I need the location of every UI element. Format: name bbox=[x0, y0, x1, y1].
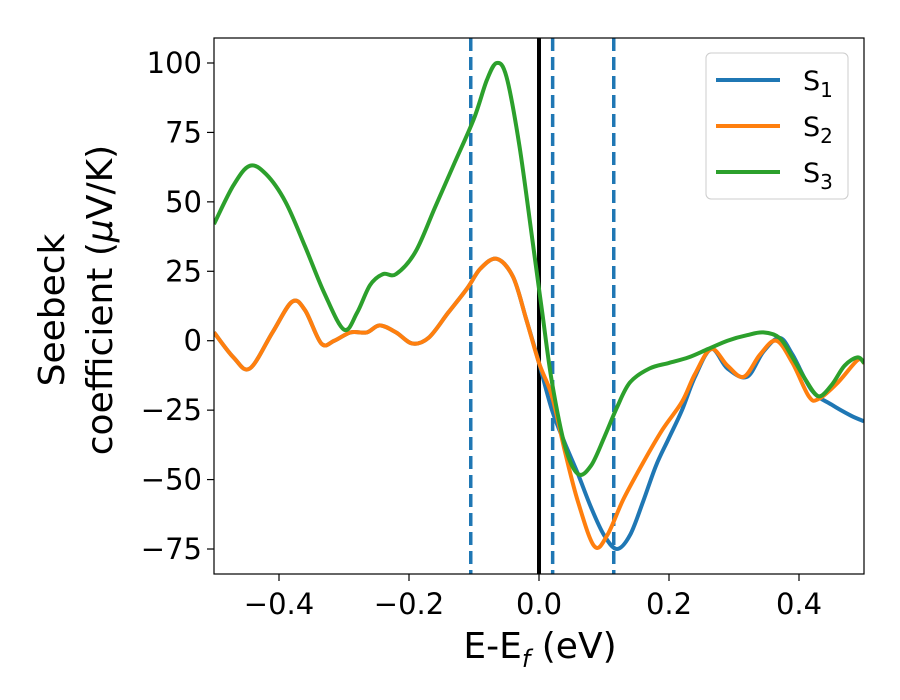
series-line-s3 bbox=[214, 60, 864, 477]
x-tick-label: 0.0 bbox=[516, 587, 562, 621]
y-axis-label-line1: Seebeck bbox=[32, 233, 73, 386]
x-tick-label: 0.4 bbox=[776, 587, 822, 621]
y-tick-label: −25 bbox=[141, 393, 202, 427]
legend-label-s3: S3 bbox=[803, 158, 833, 194]
y-tick-label: 100 bbox=[147, 46, 202, 80]
x-axis-label: E-Ef (eV) bbox=[463, 626, 616, 673]
series-group bbox=[214, 60, 864, 551]
y-tick-label: −50 bbox=[141, 463, 202, 497]
x-tick-label: −0.4 bbox=[244, 587, 314, 621]
reference-lines bbox=[469, 38, 616, 574]
y-axis: −75 −50 −25 0 25 50 75 100 bbox=[141, 46, 214, 566]
x-tick-label: 0.2 bbox=[646, 587, 692, 621]
y-tick-label: 75 bbox=[165, 115, 202, 149]
y-tick-label: −75 bbox=[141, 532, 202, 566]
y-tick-label: 0 bbox=[184, 324, 202, 358]
x-axis: −0.4 −0.2 0.0 0.2 0.4 bbox=[244, 574, 822, 621]
legend: S1 S2 S3 bbox=[705, 52, 849, 200]
y-tick-label: 50 bbox=[165, 185, 202, 219]
y-tick-label: 25 bbox=[165, 254, 202, 288]
series-line-s2 bbox=[214, 256, 864, 550]
y-axis-label-line2: coefficient (μV/K) bbox=[80, 145, 121, 455]
legend-label-s2: S2 bbox=[803, 112, 833, 148]
legend-label-s1: S1 bbox=[803, 66, 833, 102]
x-tick-label: −0.2 bbox=[374, 587, 444, 621]
